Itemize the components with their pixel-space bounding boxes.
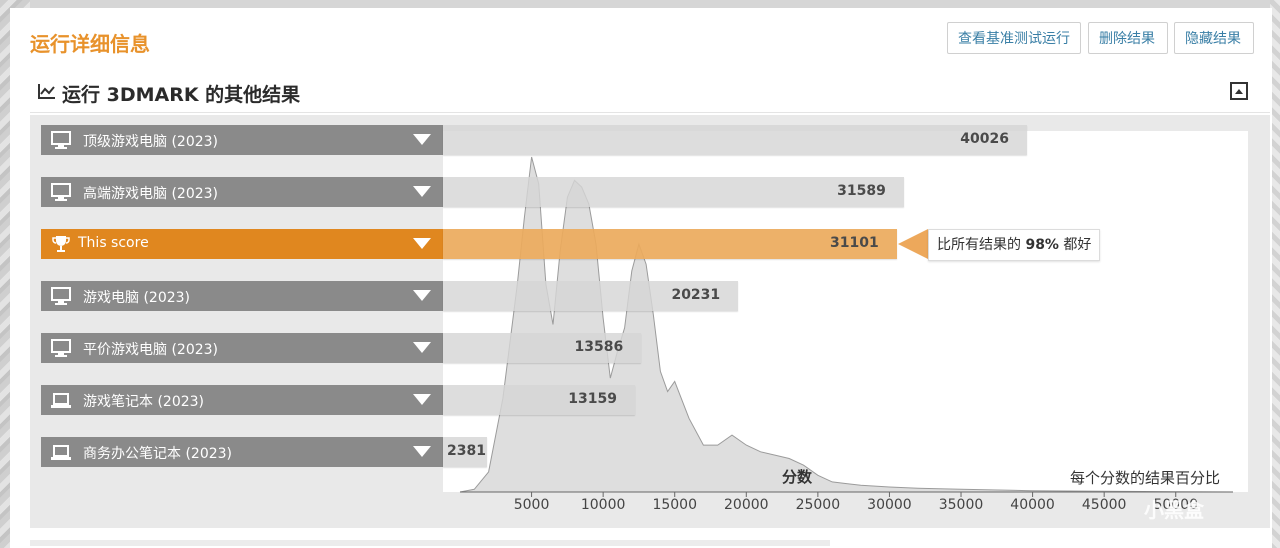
- line-chart-icon: [38, 84, 55, 99]
- x-tick-label: 25000: [795, 497, 841, 513]
- x-tick-label: 5000: [513, 497, 550, 513]
- x-axis-ticks: [531, 492, 1177, 497]
- x-tick-label: 45000: [1081, 497, 1127, 513]
- x-tick-label: 50000: [1153, 497, 1199, 513]
- row-label[interactable]: 顶级游戏电脑 (2023): [41, 125, 443, 155]
- row-label[interactable]: 高端游戏电脑 (2023): [41, 177, 443, 207]
- score-bar: 20231: [443, 281, 739, 311]
- score-bar: 40026: [443, 125, 1027, 155]
- row-label-text: This score: [78, 235, 149, 251]
- chevron-down-icon[interactable]: [413, 394, 431, 405]
- x-tick-label: 40000: [1010, 497, 1055, 513]
- chevron-down-icon[interactable]: [413, 186, 431, 197]
- delete-result-button[interactable]: 删除结果: [1088, 22, 1168, 54]
- row-label-text: 平价游戏电脑 (2023): [83, 342, 219, 358]
- score-value: 31589: [837, 183, 886, 199]
- desktop-pc-icon: [50, 286, 72, 306]
- section-header: 运行 3DMARK 的其他结果: [30, 78, 1270, 113]
- row-label[interactable]: This score: [41, 229, 443, 259]
- callout-arrow: [898, 229, 928, 259]
- row-label[interactable]: 商务办公笔记本 (2023): [41, 437, 443, 467]
- percentile-callout: 比所有结果的 98% 都好: [928, 229, 1101, 261]
- desktop-pc-icon: [50, 130, 72, 150]
- laptop-icon: [50, 390, 72, 410]
- row-label-text: 游戏笔记本 (2023): [83, 394, 205, 410]
- score-bar: 31101: [443, 229, 897, 259]
- row-label[interactable]: 游戏笔记本 (2023): [41, 385, 443, 415]
- trophy-icon: [50, 234, 72, 254]
- callout-suffix: 都好: [1058, 237, 1092, 253]
- view-benchmark-run-button[interactable]: 查看基准测试运行: [947, 22, 1081, 54]
- row-label-text: 顶级游戏电脑 (2023): [83, 134, 219, 150]
- x-tick-label: 30000: [867, 497, 912, 513]
- desktop-pc-icon: [50, 338, 72, 358]
- desktop-pc-icon: [50, 182, 72, 202]
- collapse-icon[interactable]: [1230, 82, 1248, 100]
- score-value: 31101: [830, 235, 879, 251]
- x-tick-label: 35000: [938, 497, 984, 513]
- chevron-down-icon[interactable]: [413, 238, 431, 249]
- section-title: 运行 3DMARK 的其他结果: [62, 84, 301, 106]
- laptop-icon: [50, 442, 72, 462]
- score-bar: 13586: [443, 333, 642, 363]
- row-label-text: 游戏电脑 (2023): [83, 290, 191, 306]
- score-bar: 13159: [443, 385, 635, 415]
- score-value: 2381: [447, 443, 486, 459]
- watermark: 小黑盒: [1144, 498, 1204, 522]
- row-label-text: 高端游戏电脑 (2023): [83, 186, 219, 202]
- bottom-divider: [30, 540, 830, 546]
- score-value: 13159: [568, 391, 617, 407]
- chart-note: 每个分数的结果百分比: [1070, 469, 1221, 487]
- chevron-down-icon[interactable]: [413, 134, 431, 145]
- chevron-down-icon[interactable]: [413, 290, 431, 301]
- hide-result-button[interactable]: 隐藏结果: [1174, 22, 1254, 54]
- score-value: 40026: [960, 131, 1009, 147]
- score-value: 13586: [574, 339, 624, 355]
- page-title: 运行详细信息: [30, 32, 150, 56]
- row-label-text: 商务办公笔记本 (2023): [83, 446, 233, 462]
- score-bar: 31589: [443, 177, 904, 207]
- x-axis-title: 分数: [782, 468, 813, 486]
- chevron-down-icon[interactable]: [413, 446, 431, 457]
- x-tick-label: 10000: [580, 497, 626, 513]
- callout-percent: 98%: [1025, 237, 1059, 253]
- chevron-down-icon[interactable]: [413, 342, 431, 353]
- x-tick-label: 20000: [724, 497, 769, 513]
- x-tick-label: 15000: [652, 497, 697, 513]
- background-texture-right: [1270, 0, 1280, 548]
- distribution-area: [459, 156, 1234, 493]
- score-value: 20231: [671, 287, 721, 303]
- row-label[interactable]: 平价游戏电脑 (2023): [41, 333, 443, 363]
- row-label[interactable]: 游戏电脑 (2023): [41, 281, 443, 311]
- callout-prefix: 比所有结果的: [937, 237, 1026, 253]
- score-bar: 2381: [443, 437, 487, 467]
